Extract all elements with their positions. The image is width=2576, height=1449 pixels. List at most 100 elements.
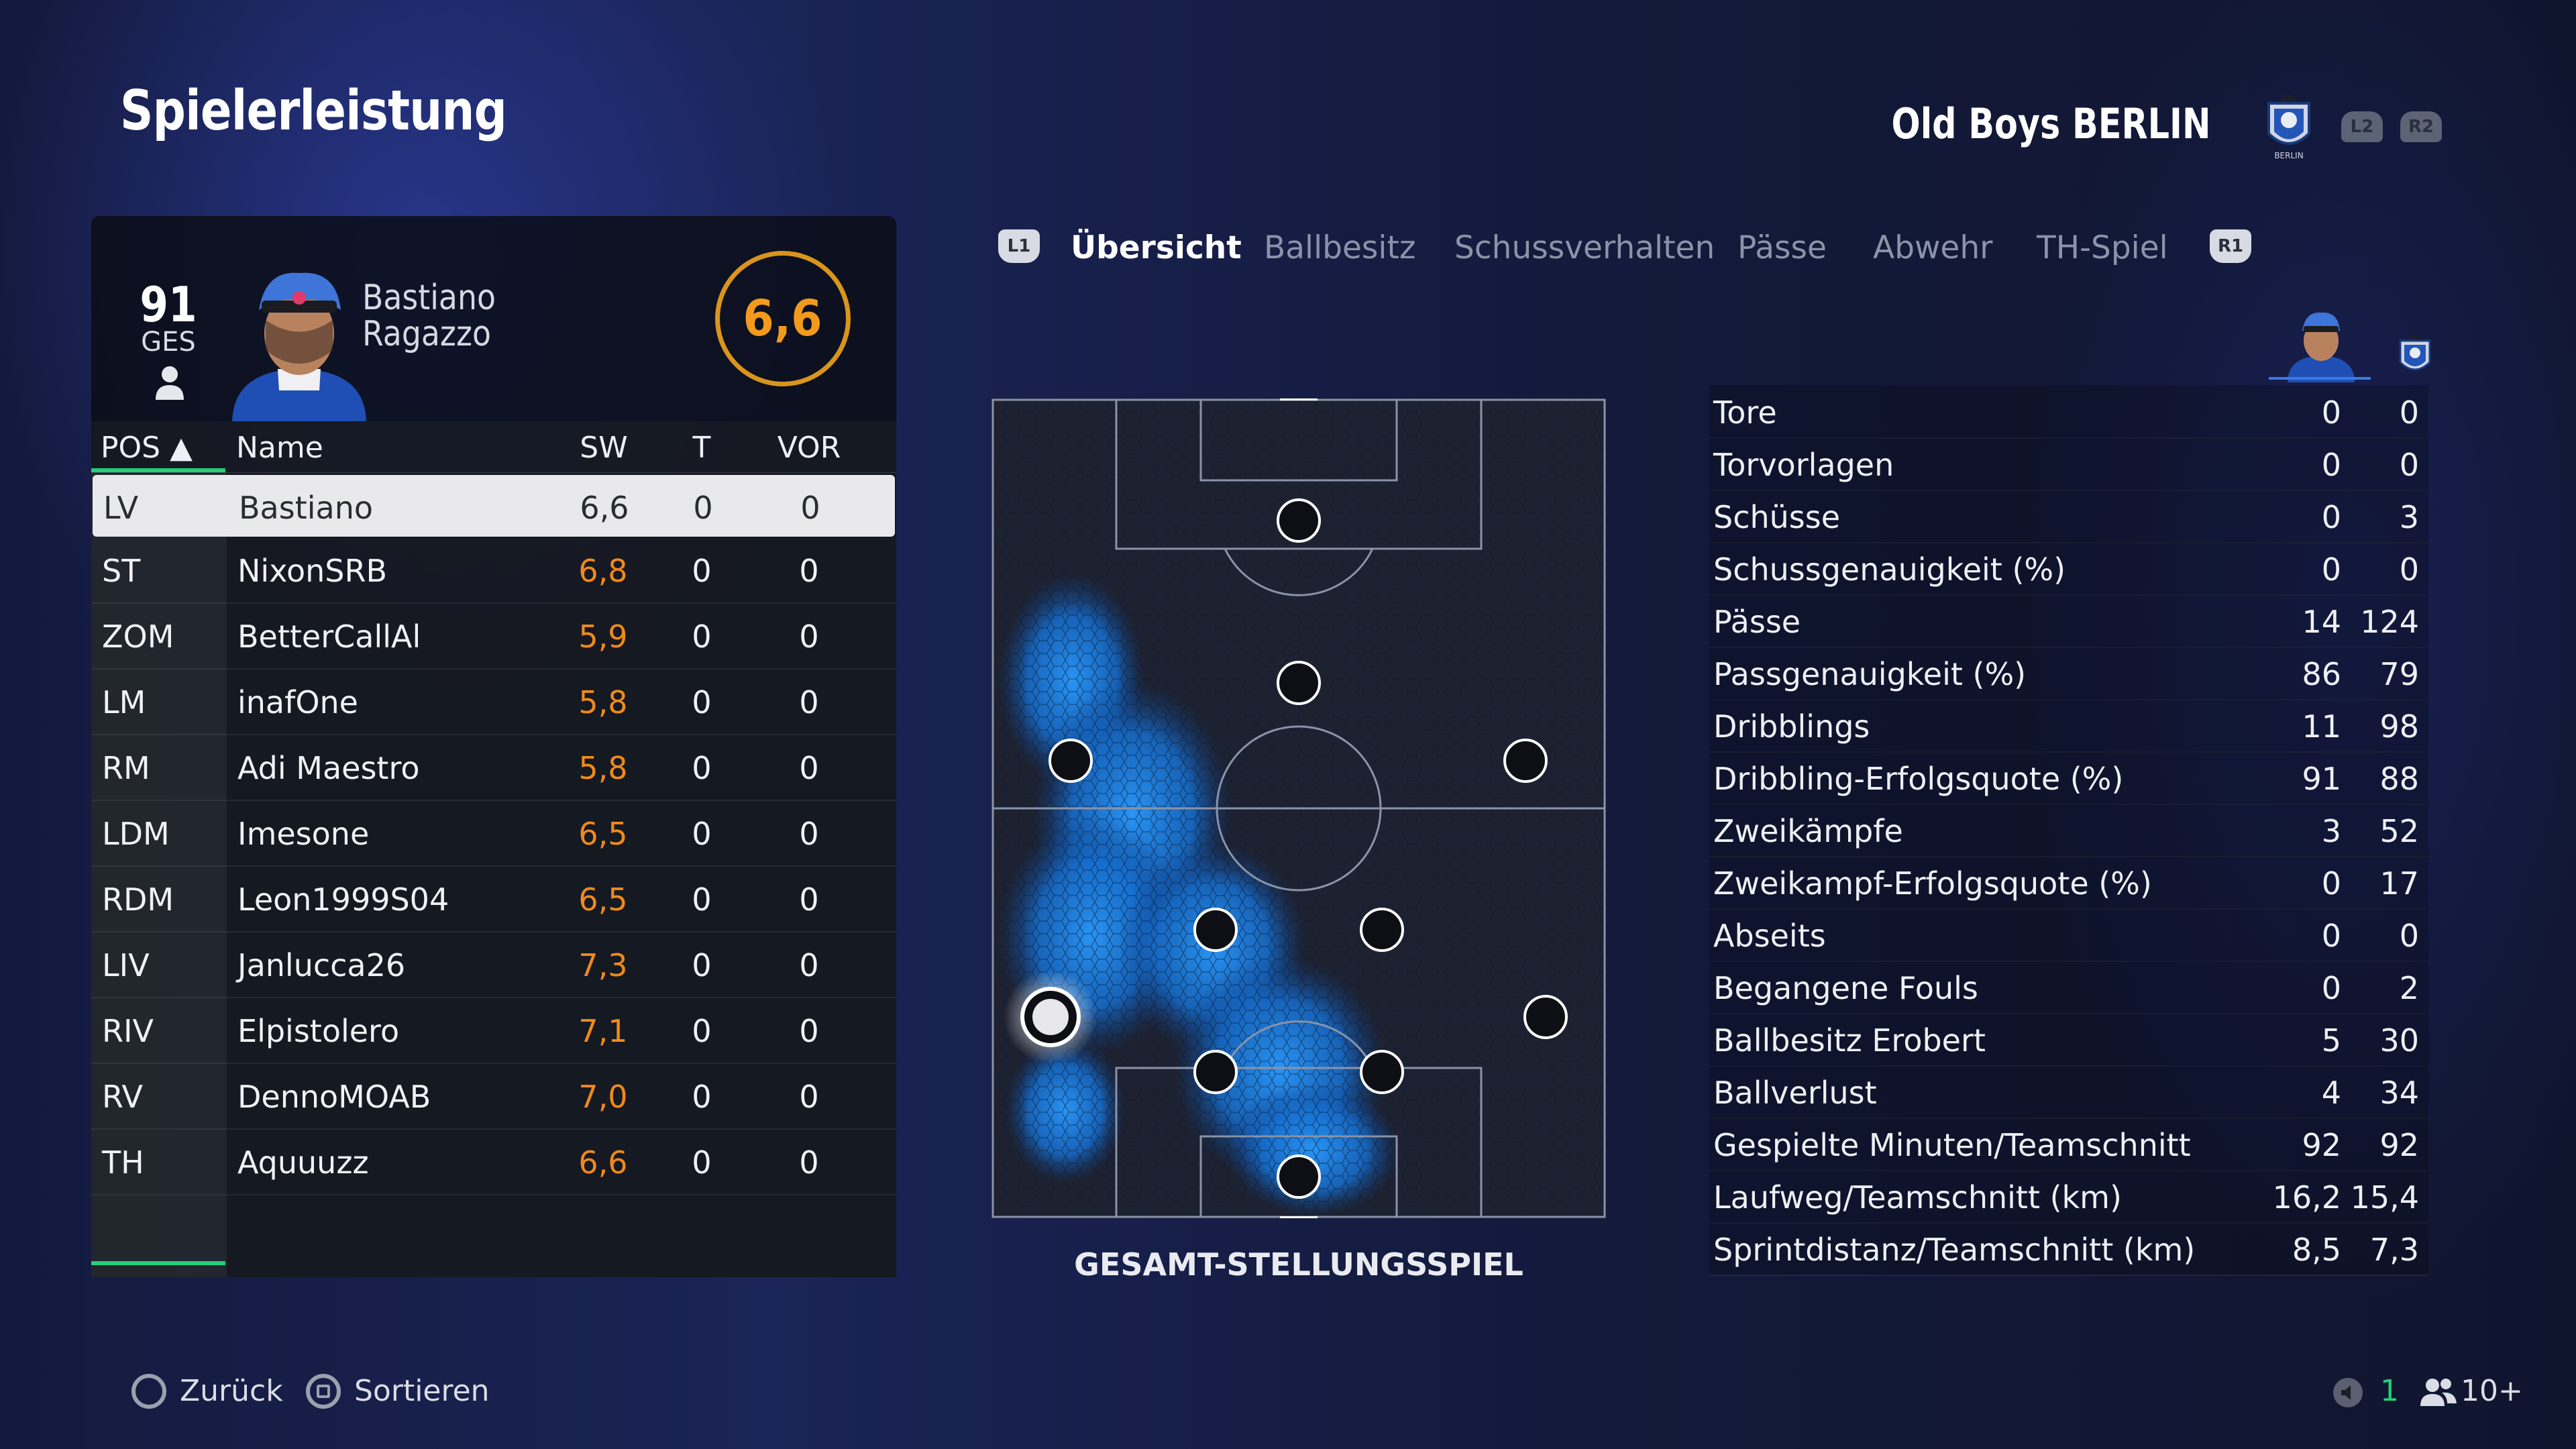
stat-team-value: 3 <box>2399 499 2419 535</box>
person-icon <box>156 366 184 400</box>
stat-row: Pässe 14 124 <box>1709 594 2428 648</box>
player-table: POS ▲ Name SW T VOR LV Bastiano 6,6 0 0 … <box>91 421 896 1277</box>
table-row[interactable]: ST NixonSRB 6,8 0 0 <box>91 538 896 604</box>
back-button-label[interactable]: Zurück <box>180 1374 283 1408</box>
stat-team-value: 7,3 <box>2369 1232 2419 1268</box>
row-name: Elpistolero <box>237 1013 400 1049</box>
row-rating: 6,6 <box>578 1144 628 1181</box>
row-rating: 7,0 <box>578 1079 628 1115</box>
stats-comparison: Tore 0 0 Torvorlagen 0 0 Schüsse 0 3 Schussgen… <box>1709 385 2428 1284</box>
stat-row: Ballverlust 4 34 <box>1709 1065 2428 1119</box>
stat-team-value: 0 <box>2399 918 2419 954</box>
stat-team-value: 88 <box>2379 761 2419 797</box>
sort-indicator <box>91 468 225 472</box>
marker-rv <box>1523 995 1568 1039</box>
stat-player-value: 4 <box>2321 1075 2341 1111</box>
compare-avatar-underline <box>2269 377 2371 380</box>
stat-team-value: 52 <box>2379 813 2419 849</box>
team-name: Old Boys BERLIN <box>1890 99 2210 148</box>
marker-ldm <box>1193 908 1238 952</box>
table-row[interactable]: TH Aquuuzz 6,6 0 0 <box>91 1130 896 1195</box>
marker-th <box>1277 1155 1321 1199</box>
row-goals: 0 <box>692 881 712 918</box>
marker-zom <box>1277 661 1321 705</box>
row-assists: 0 <box>799 1079 819 1115</box>
marker-rdm <box>1360 908 1404 952</box>
row-assists: 0 <box>799 816 819 852</box>
player-avatar <box>232 272 366 421</box>
header-t[interactable]: T <box>692 431 711 465</box>
tab-th-spiel[interactable]: TH-Spiel <box>2037 229 2168 266</box>
row-rating: 6,8 <box>578 553 628 589</box>
stat-row: Zweikämpfe 3 52 <box>1709 804 2428 857</box>
stat-team-value: 0 <box>2399 447 2419 483</box>
stat-label: Dribblings <box>1713 708 1870 745</box>
row-name: NixonSRB <box>237 553 388 589</box>
positioning-heatmap <box>991 398 1606 1218</box>
tab-uebersicht[interactable]: Übersicht <box>1071 229 1242 266</box>
row-rating: 5,8 <box>578 684 628 720</box>
row-name: Adi Maestro <box>237 750 420 786</box>
table-row[interactable]: ZOM BetterCallAl 5,9 0 0 <box>91 604 896 669</box>
table-row[interactable]: LIV Janlucca26 7,3 0 0 <box>91 932 896 998</box>
r2-button[interactable]: R2 <box>2400 111 2442 142</box>
players-icon <box>2420 1379 2457 1406</box>
l1-button[interactable]: L1 <box>998 229 1040 263</box>
row-name: Bastiano <box>239 490 374 526</box>
stat-row: Abseits 0 0 <box>1709 908 2428 962</box>
stat-player-value: 86 <box>2302 656 2341 692</box>
stat-player-value: 0 <box>2321 499 2341 535</box>
table-row[interactable]: RV DennoMOAB 7,0 0 0 <box>91 1064 896 1130</box>
stat-label: Schüsse <box>1713 499 1841 535</box>
table-row[interactable]: LDM Imesone 6,5 0 0 <box>91 801 896 867</box>
overall-label: GES <box>141 327 196 358</box>
stat-team-value: 98 <box>2379 708 2419 745</box>
row-goals: 0 <box>692 619 712 655</box>
table-row[interactable]: RIV Elpistolero 7,1 0 0 <box>91 998 896 1064</box>
header-name[interactable]: Name <box>236 431 323 465</box>
stat-label: Sprintdistanz/Teamschnitt (km) <box>1713 1232 2196 1268</box>
player-markers <box>1049 498 1568 1199</box>
stat-team-value: 79 <box>2379 656 2419 692</box>
scroll-indicator <box>91 1261 225 1265</box>
table-row[interactable]: RDM Leon1999S04 6,5 0 0 <box>91 867 896 932</box>
circle-button-icon[interactable] <box>131 1374 166 1409</box>
tab-schussverhalten[interactable]: Schussverhalten <box>1454 229 1715 266</box>
pos-column-background <box>91 472 227 1277</box>
stat-player-value: 16,2 <box>2272 1179 2341 1216</box>
r1-button[interactable]: R1 <box>2210 229 2251 263</box>
header-vor[interactable]: VOR <box>777 431 841 465</box>
row-pos: ZOM <box>102 619 174 655</box>
stat-label: Pässe <box>1713 604 1801 640</box>
player-compare-avatar <box>2288 312 2355 382</box>
table-row[interactable]: LM inafOne 5,8 0 0 <box>91 669 896 735</box>
row-assists: 0 <box>799 947 819 983</box>
stat-team-value: 0 <box>2399 551 2419 588</box>
row-pos: ST <box>102 553 141 589</box>
row-pos: TH <box>102 1144 144 1181</box>
table-row[interactable]: LV Bastiano 6,6 0 0 <box>93 475 895 537</box>
stat-player-value: 0 <box>2321 551 2341 588</box>
tab-abwehr[interactable]: Abwehr <box>1873 229 1993 266</box>
heatmap-caption: GESAMT-STELLUNGSSPIEL <box>1074 1246 1523 1283</box>
l2-button[interactable]: L2 <box>2341 111 2383 142</box>
stat-player-value: 5 <box>2321 1022 2341 1059</box>
tab-paesse[interactable]: Pässe <box>1737 229 1827 266</box>
row-pos: LM <box>102 684 146 720</box>
row-rating: 7,3 <box>578 947 628 983</box>
header-pos[interactable]: POS ▲ <box>101 431 193 465</box>
stat-team-value: 2 <box>2399 970 2419 1006</box>
row-goals: 0 <box>693 490 713 526</box>
row-goals: 0 <box>692 1013 712 1049</box>
marker-lv-selected-core <box>1032 999 1069 1035</box>
row-name: Janlucca26 <box>237 947 406 983</box>
pitch-lines <box>991 398 1606 1218</box>
header-sw[interactable]: SW <box>580 431 628 465</box>
tab-ballbesitz[interactable]: Ballbesitz <box>1264 229 1416 266</box>
table-row[interactable]: RM Adi Maestro 5,8 0 0 <box>91 735 896 801</box>
stat-row: Passgenauigkeit (%) 86 79 <box>1709 647 2428 700</box>
square-button-icon[interactable] <box>306 1374 341 1409</box>
sort-button-label[interactable]: Sortieren <box>354 1374 490 1408</box>
stat-team-value: 34 <box>2379 1075 2419 1111</box>
stat-player-value: 0 <box>2321 447 2341 483</box>
